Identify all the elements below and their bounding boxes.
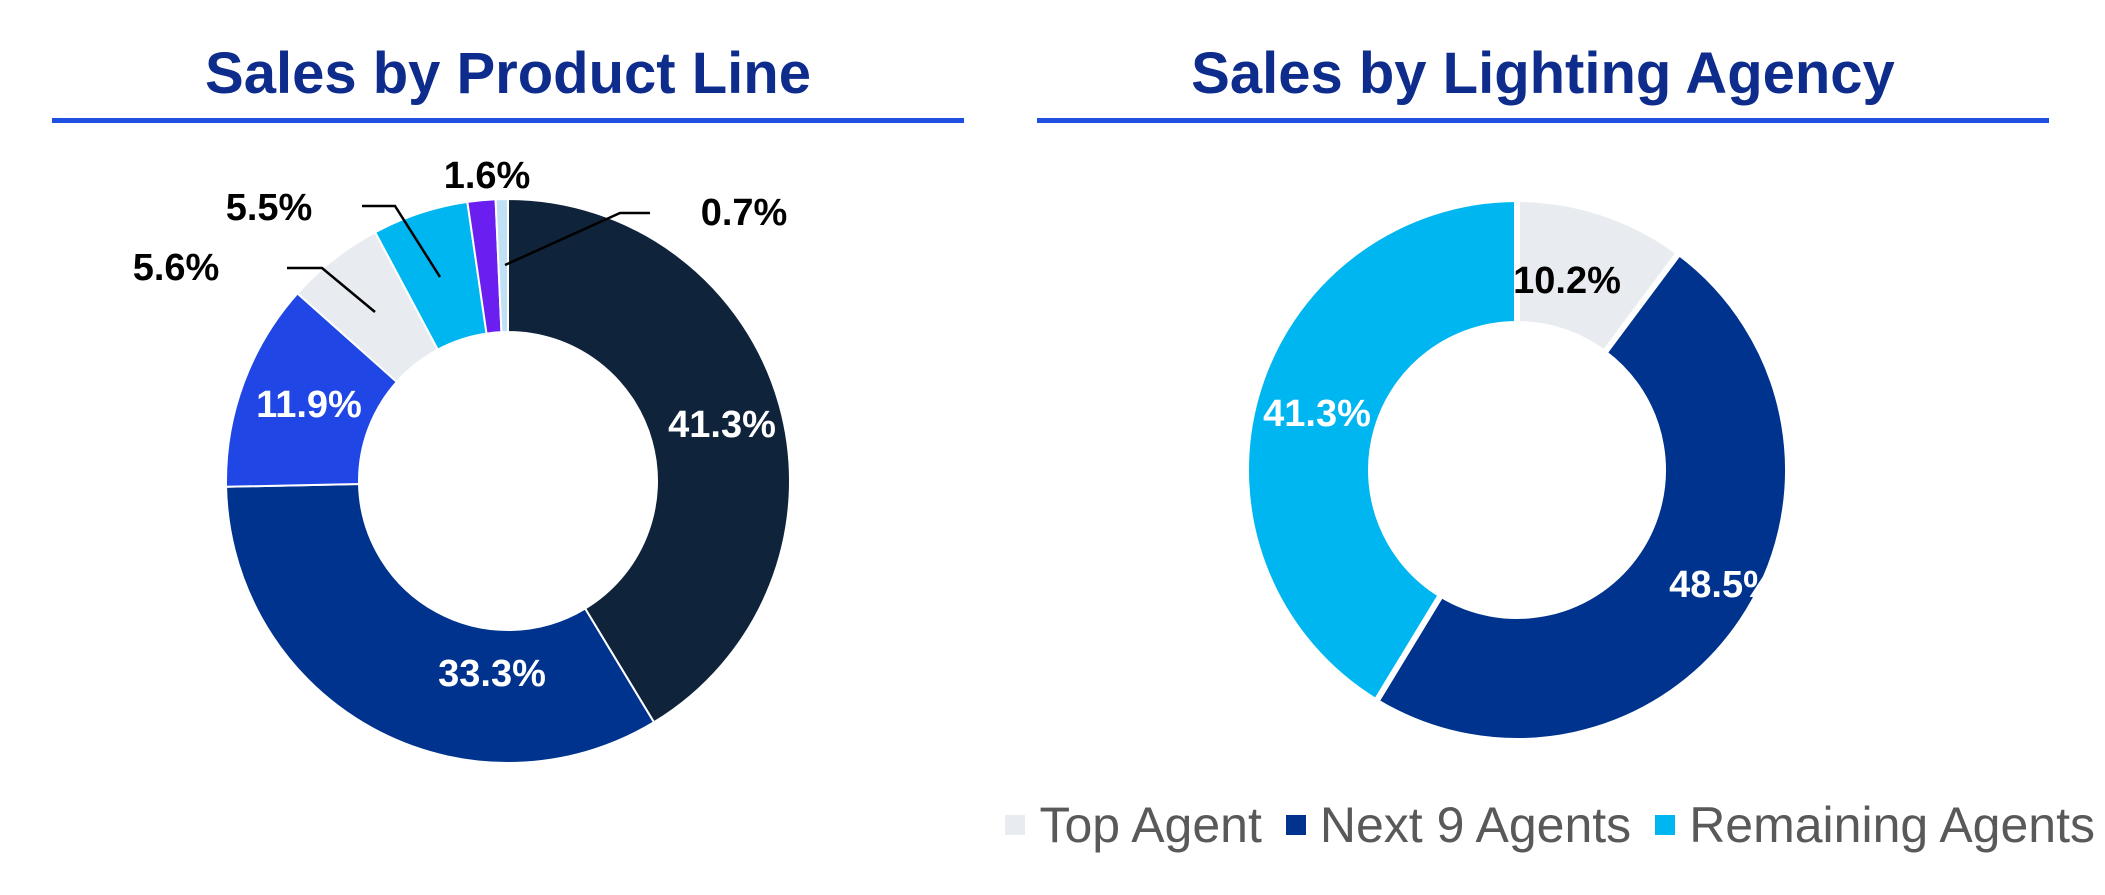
data-label-product-line-1: 41.3% bbox=[668, 404, 776, 446]
product-line-slice-7 bbox=[494, 197, 509, 334]
data-label-top-agent: 10.2% bbox=[1513, 260, 1621, 302]
product-line-slice-2 bbox=[225, 483, 656, 764]
leader-line-5-5 bbox=[362, 204, 442, 278]
chart-title-lighting-agency: Sales by Lighting Agency bbox=[1191, 41, 1895, 106]
legend-item-next-9-agents: Next 9 Agents bbox=[1285, 796, 1632, 854]
leader-line-5-6 bbox=[287, 266, 376, 313]
title-underline-left bbox=[52, 118, 964, 123]
leader-lines-product-line bbox=[287, 204, 650, 313]
data-label-product-line-7: 0.7% bbox=[701, 192, 788, 234]
data-label-product-line-2: 33.3% bbox=[438, 653, 546, 695]
legend-item-top-agent: Top Agent bbox=[1005, 796, 1262, 854]
legend-swatch-remaining-agents bbox=[1655, 815, 1676, 835]
product-line-slice-3 bbox=[225, 291, 399, 488]
data-label-product-line-6: 1.6% bbox=[444, 155, 531, 197]
data-label-remaining-agents: 41.3% bbox=[1263, 393, 1371, 435]
data-label-product-line-4: 5.6% bbox=[133, 247, 220, 289]
data-label-product-line-5: 5.5% bbox=[226, 187, 313, 229]
donut-lighting-agency bbox=[1243, 195, 1791, 744]
leader-line-0-7 bbox=[504, 211, 650, 267]
chart-title-product-line: Sales by Product Line bbox=[205, 41, 811, 106]
legend-swatch-top-agent bbox=[1005, 815, 1026, 835]
legend-label-remaining-agents: Remaining Agents bbox=[1689, 797, 2095, 853]
data-label-product-line-3: 11.9% bbox=[256, 384, 362, 426]
legend-lighting-agency: Top Agent Next 9 Agents Remaining Agents bbox=[840, 790, 2095, 860]
legend-label-next-9-agents: Next 9 Agents bbox=[1319, 797, 1632, 853]
lighting-agency-slice-2 bbox=[1372, 248, 1791, 744]
legend-swatch-next-9-agents bbox=[1285, 815, 1306, 835]
data-labels-product-line: 41.3% 33.3% 11.9% 5.6% 5.5% 1.6% 0.7% bbox=[133, 155, 788, 695]
title-underline-right bbox=[1037, 118, 2049, 123]
lighting-agency-slice-3 bbox=[1243, 195, 1520, 706]
legend-label-top-agent: Top Agent bbox=[1039, 797, 1262, 853]
data-label-next-9-agents: 48.5% bbox=[1669, 564, 1777, 606]
legend-item-remaining-agents: Remaining Agents bbox=[1655, 796, 2095, 854]
product-line-slice-1 bbox=[507, 197, 791, 724]
data-labels-lighting-agency: 10.2% 48.5% 41.3% bbox=[1263, 260, 1777, 606]
